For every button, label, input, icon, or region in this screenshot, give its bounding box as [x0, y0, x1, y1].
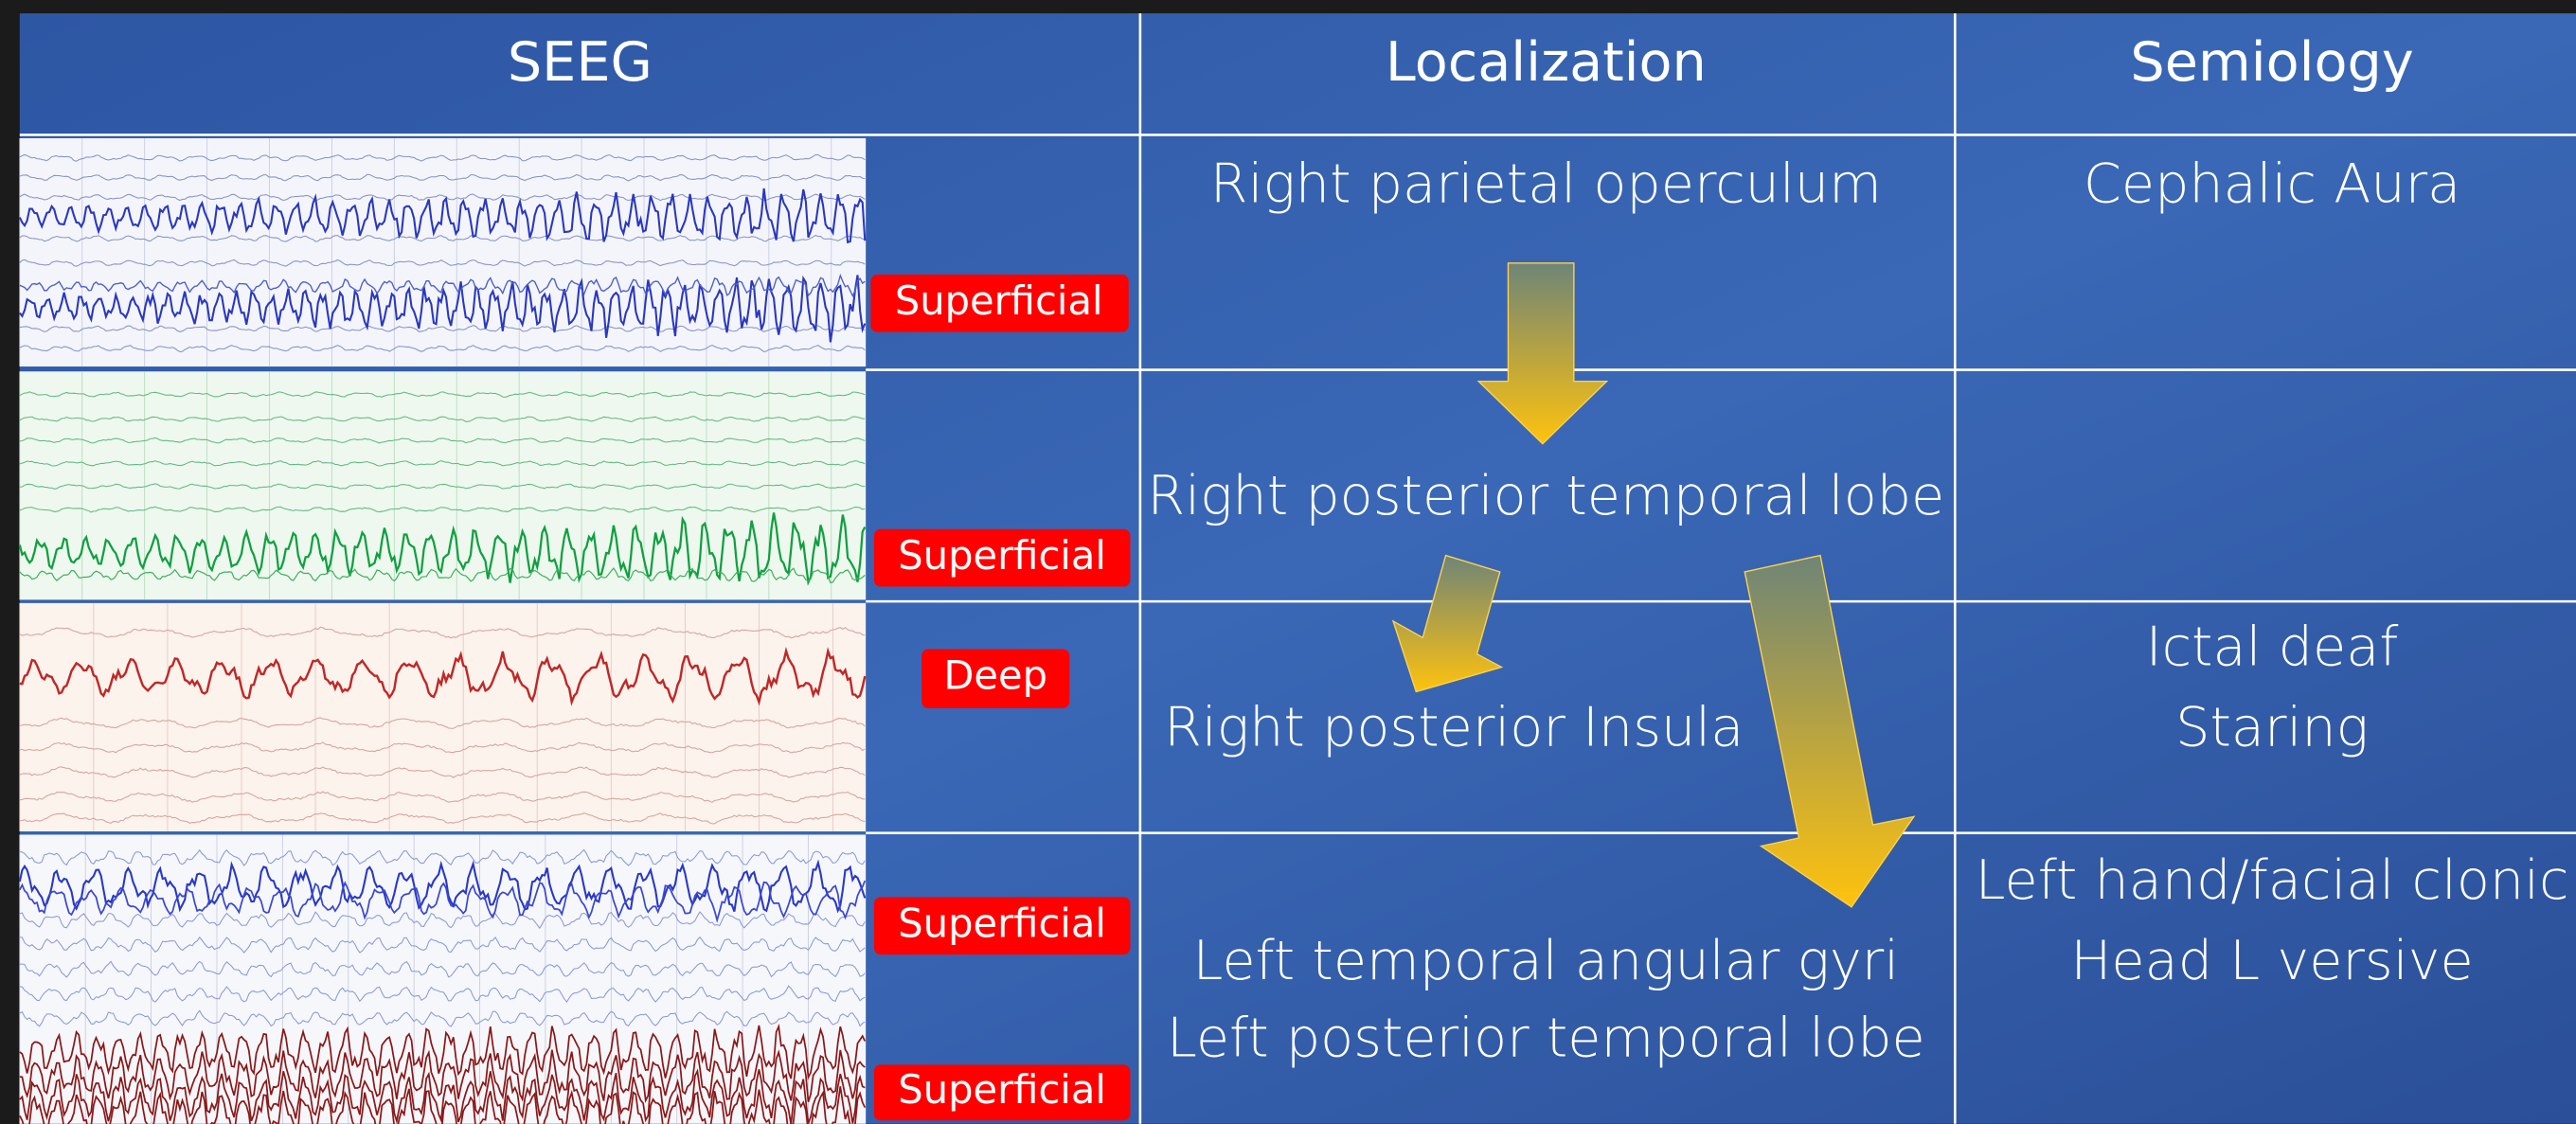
- localization-text: Right posterior temporal lobe: [1147, 465, 1944, 527]
- eeg-panel: [20, 138, 866, 366]
- tag-label: Superficial: [898, 1066, 1106, 1113]
- localization-text: Right parietal operculum: [1210, 152, 1882, 215]
- semiology-text: Staring: [2175, 697, 2369, 759]
- semiology-text: Ictal deaf: [2146, 616, 2399, 679]
- header-cell: Semiology: [2130, 31, 2413, 94]
- localization-text: Left temporal angular gyri: [1193, 930, 1900, 992]
- header-cell: SEEG: [508, 31, 653, 94]
- body: SEEG Localization Semiology Superficial …: [0, 0, 2576, 1124]
- semiology-text: Cephalic Aura: [2084, 152, 2460, 215]
- semiology-text: Head L versive: [2070, 930, 2473, 992]
- semiology-text: Left hand/facial clonic: [1976, 849, 2569, 912]
- eeg-panel: [20, 603, 866, 831]
- localization-text: Right posterior Insula: [1164, 697, 1744, 759]
- page: SEEG Localization Semiology {"header": {…: [0, 0, 2576, 1124]
- tag-label: Superficial: [898, 532, 1106, 579]
- slide: SEEG Localization Semiology Superficial …: [0, 0, 2576, 1124]
- localization-text: Left posterior temporal lobe: [1167, 1008, 1925, 1070]
- tag-label: Superficial: [898, 901, 1106, 947]
- tag-label: Deep: [943, 652, 1047, 699]
- header-cell: Localization: [1386, 31, 1707, 94]
- tag-label: Superficial: [895, 277, 1103, 324]
